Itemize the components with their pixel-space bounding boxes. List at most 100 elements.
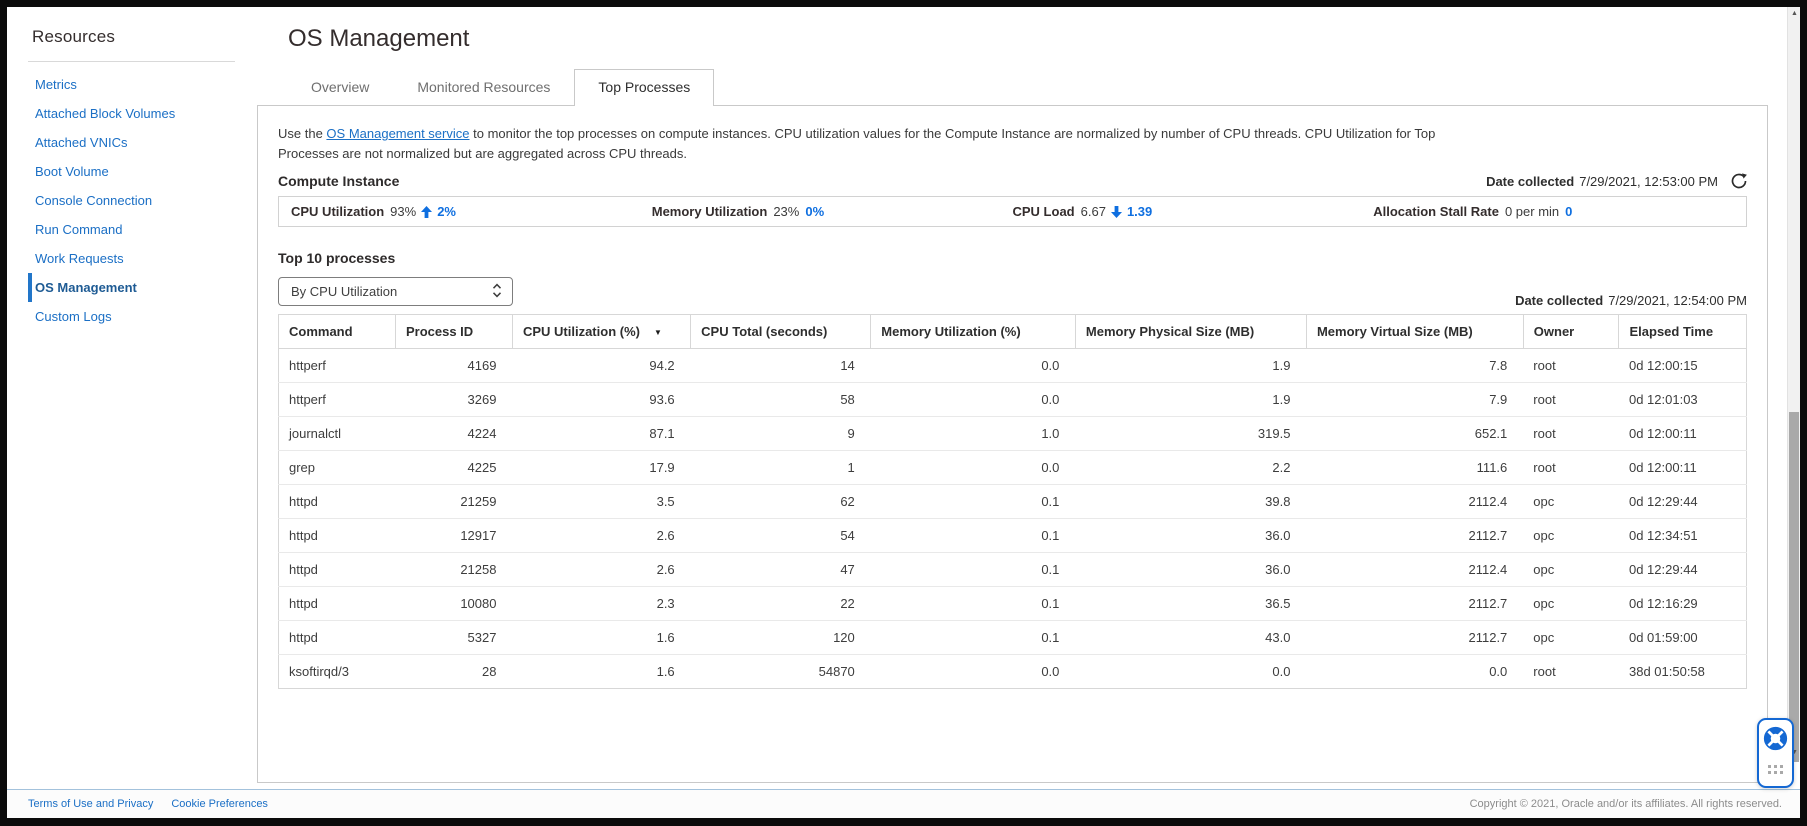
date-collected-processes: Date collected 7/29/2021, 12:54:00 PM bbox=[278, 293, 1747, 308]
vertical-scrollbar[interactable]: ▲ ▼ bbox=[1787, 7, 1800, 762]
cell-command: grep bbox=[278, 450, 396, 485]
cell-owner: root bbox=[1523, 416, 1619, 451]
column-header-command[interactable]: Command bbox=[278, 314, 396, 349]
sidebar-item-run-command[interactable]: Run Command bbox=[35, 222, 123, 237]
sidebar-item-console-connection[interactable]: Console Connection bbox=[35, 193, 153, 208]
sidebar-item-attached-block-volumes[interactable]: Attached Block Volumes bbox=[35, 106, 176, 121]
select-chevrons-icon bbox=[492, 283, 502, 301]
scrollbar-thumb[interactable] bbox=[1789, 412, 1799, 762]
scrollbar-down-arrow-icon[interactable]: ▼ bbox=[1791, 749, 1798, 756]
cell-memory-physical-size-mb: 36.5 bbox=[1075, 586, 1307, 621]
cell-cpu-utilization: 3.5 bbox=[512, 484, 691, 519]
cell-memory-utilization: 1.0 bbox=[870, 416, 1076, 451]
cell-command: httpd bbox=[278, 586, 396, 621]
metric-value: 6.67 bbox=[1080, 204, 1106, 219]
date-collected-instance: Date collected 7/29/2021, 12:53:00 PM bbox=[1486, 173, 1747, 189]
metric-label: Memory Utilization bbox=[651, 204, 768, 219]
cell-memory-physical-size-mb: 2.2 bbox=[1075, 450, 1307, 485]
sidebar-item-os-management[interactable]: OS Management bbox=[28, 273, 257, 302]
cell-cpu-total-seconds: 62 bbox=[690, 484, 871, 519]
sort-select-value: By CPU Utilization bbox=[291, 284, 398, 299]
footer-link-cookie-preferences[interactable]: Cookie Preferences bbox=[171, 798, 268, 810]
metric-cpu-load: CPU Load 6.67 1.39 bbox=[1013, 204, 1374, 219]
life-preserver-icon bbox=[1762, 725, 1789, 756]
footer-link-terms-of-use-and-privacy[interactable]: Terms of Use and Privacy bbox=[28, 798, 154, 810]
cell-owner: opc bbox=[1523, 552, 1619, 587]
metric-label: CPU Load bbox=[1012, 204, 1075, 219]
page: Resources Metrics Attached Block Volumes A… bbox=[7, 7, 1800, 818]
cell-cpu-total-seconds: 1 bbox=[690, 450, 871, 485]
cell-process-id: 28 bbox=[395, 654, 513, 689]
cell-elapsed-time: 0d 12:00:11 bbox=[1618, 416, 1747, 451]
metric-memory-utilization: Memory Utilization 23% 0% bbox=[652, 204, 1013, 219]
tab-overview[interactable]: Overview bbox=[311, 79, 370, 95]
cell-memory-virtual-size-mb: 7.9 bbox=[1306, 382, 1524, 417]
sidebar-item-custom-logs[interactable]: Custom Logs bbox=[35, 309, 112, 324]
cell-elapsed-time: 0d 12:00:15 bbox=[1628, 358, 1698, 373]
column-header-cpu-utilization[interactable]: CPU Utilization (%) ▼ bbox=[512, 314, 692, 349]
cell-elapsed-time: 38d 01:50:58 bbox=[1618, 654, 1747, 689]
cell-process-id: 10080 bbox=[395, 586, 513, 621]
viewport: Resources Metrics Attached Block Volumes A… bbox=[7, 7, 1800, 789]
cell-memory-utilization: 0.1 bbox=[870, 552, 1076, 587]
column-header-label: Command bbox=[289, 324, 353, 339]
top-processes-heading: Top 10 processes bbox=[278, 250, 396, 266]
instance-metrics-bar: CPU Utilization 93% 2% Memory Utilization 23… bbox=[278, 196, 1747, 227]
column-header-process-id[interactable]: Process ID bbox=[395, 314, 513, 349]
cell-cpu-total-seconds: 120 bbox=[690, 620, 871, 655]
cell-memory-physical-size-mb: 36.0 bbox=[1075, 518, 1307, 553]
refresh-icon[interactable] bbox=[1731, 173, 1747, 189]
cell-cpu-utilization: 1.6 bbox=[512, 654, 691, 689]
compute-instance-heading: Compute Instance bbox=[278, 173, 400, 189]
column-header-elapsed-time[interactable]: Elapsed Time bbox=[1618, 314, 1747, 349]
column-header-cpu-total-seconds[interactable]: CPU Total (seconds) bbox=[690, 314, 872, 349]
cell-cpu-total-seconds: 54870 bbox=[690, 654, 871, 689]
cell-owner: root bbox=[1523, 382, 1619, 417]
sidebar-divider bbox=[28, 61, 235, 62]
sidebar-item-attached-vnics[interactable]: Attached VNICs bbox=[35, 135, 128, 150]
metric-allocation-stall-rate: Allocation Stall Rate 0 per min 0 bbox=[1373, 204, 1734, 219]
sidebar-item-boot-volume[interactable]: Boot Volume bbox=[35, 164, 109, 179]
column-header-label: Elapsed Time bbox=[1629, 324, 1714, 339]
sidebar-item-metrics[interactable]: Metrics bbox=[35, 77, 77, 92]
cell-process-id: 12917 bbox=[395, 518, 513, 553]
cell-command: httperf bbox=[278, 382, 396, 417]
trend-down-icon bbox=[1110, 205, 1122, 218]
os-management-service-link[interactable]: OS Management service bbox=[326, 126, 470, 141]
cell-memory-physical-size-mb: 1.9 bbox=[1075, 382, 1307, 417]
main-content: OS Management Overview Monitored Resource… bbox=[257, 7, 1768, 783]
column-header-owner[interactable]: Owner bbox=[1523, 314, 1620, 349]
help-widget[interactable] bbox=[1757, 718, 1794, 788]
table-row: httpd 21259 3.5 62 0.1 39.8 2112.4 opc 0d 12:29:… bbox=[278, 484, 1747, 519]
cell-memory-utilization: 0.1 bbox=[870, 620, 1076, 655]
column-header-memory-virtual-size-mb[interactable]: Memory Virtual Size (MB) bbox=[1306, 314, 1524, 349]
cell-cpu-total-seconds: 9 bbox=[690, 416, 871, 451]
cell-memory-utilization: 0.1 bbox=[870, 484, 1076, 519]
date-collected-value: 7/29/2021, 12:54:00 PM bbox=[1608, 293, 1747, 308]
sort-desc-icon: ▼ bbox=[653, 328, 662, 337]
column-header-label: Process ID bbox=[405, 324, 474, 339]
metric-change: 0 bbox=[1565, 204, 1573, 219]
column-header-label: CPU Utilization (%) bbox=[522, 324, 640, 339]
top-processes-table: Command Process ID CPU Utilization (%) ▼ CPU… bbox=[278, 314, 1747, 689]
tab-monitored-resources[interactable]: Monitored Resources bbox=[417, 79, 551, 95]
cell-memory-utilization: 0.0 bbox=[1041, 358, 1060, 373]
sidebar-item-work-requests[interactable]: Work Requests bbox=[35, 251, 124, 266]
cell-cpu-total-seconds: 14 bbox=[840, 358, 855, 373]
cell-cpu-total-seconds: 22 bbox=[690, 586, 871, 621]
column-header-memory-physical-size-mb[interactable]: Memory Physical Size (MB) bbox=[1075, 314, 1307, 349]
table-row: journalctl 4224 87.1 9 1.0 319.5 652.1 root 0d 1… bbox=[278, 416, 1747, 451]
metric-value: 0 per min bbox=[1504, 204, 1560, 219]
scrollbar-up-arrow-icon[interactable]: ▲ bbox=[1791, 10, 1798, 17]
sort-select[interactable]: By CPU Utilization bbox=[278, 277, 513, 306]
tab-top-processes[interactable]: Top Processes bbox=[574, 69, 715, 106]
column-header-memory-utilization[interactable]: Memory Utilization (%) bbox=[870, 314, 1076, 349]
metric-change: 0% bbox=[805, 204, 825, 219]
table-row: httperf 4169 94.2 14 0.0 1.9 7.8 root 0d 12:00:1… bbox=[279, 349, 1747, 383]
cell-cpu-utilization: 17.9 bbox=[512, 450, 691, 485]
trend-up-icon bbox=[421, 205, 433, 218]
cell-elapsed-time: 0d 12:00:11 bbox=[1618, 450, 1747, 485]
cell-memory-physical-size-mb: 39.8 bbox=[1075, 484, 1307, 519]
cell-memory-physical-size-mb: 1.9 bbox=[1272, 358, 1291, 373]
